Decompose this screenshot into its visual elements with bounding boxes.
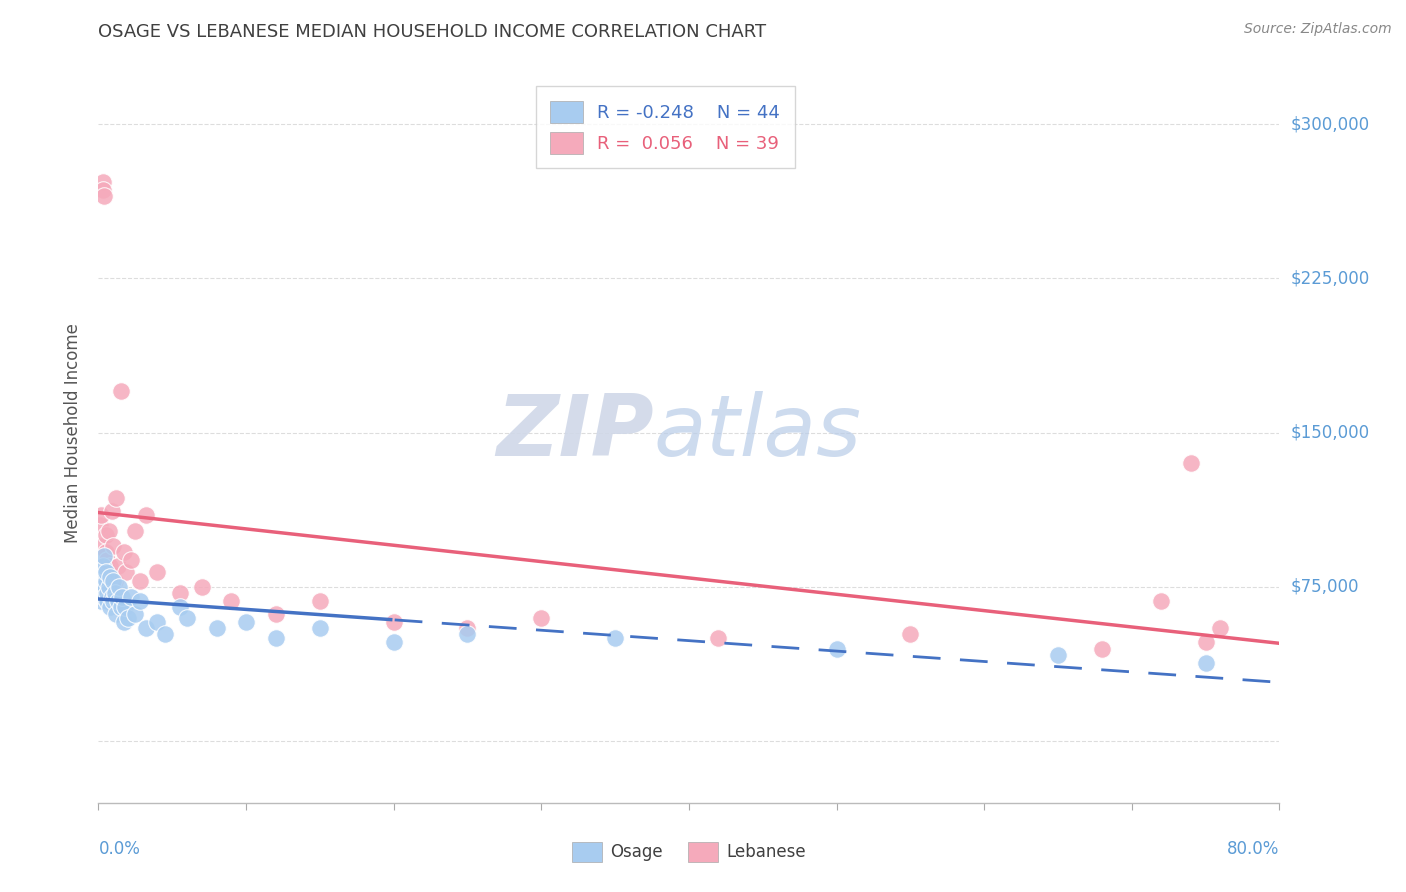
Point	[825, 641, 848, 656]
Point	[105, 491, 128, 506]
Point	[457, 621, 479, 635]
Point	[135, 508, 157, 522]
Point	[90, 569, 112, 583]
Point	[111, 590, 134, 604]
Point	[89, 586, 111, 600]
Point	[112, 615, 135, 629]
Point	[153, 627, 176, 641]
Point	[176, 611, 198, 625]
Point	[1209, 621, 1232, 635]
Point	[103, 539, 125, 553]
Point	[96, 594, 118, 608]
Legend: Osage, Lebanese: Osage, Lebanese	[565, 835, 813, 869]
Point	[98, 569, 121, 583]
Point	[97, 524, 120, 539]
Point	[264, 632, 287, 646]
Point	[96, 586, 118, 600]
Point	[94, 528, 117, 542]
Point	[124, 524, 146, 539]
Point	[93, 590, 115, 604]
Point	[98, 559, 121, 574]
Point	[93, 549, 115, 563]
Point	[1195, 635, 1218, 649]
Text: 80.0%: 80.0%	[1227, 840, 1279, 858]
Point	[900, 627, 922, 641]
Text: 0.0%: 0.0%	[98, 840, 141, 858]
Point	[107, 559, 129, 574]
Point	[110, 600, 132, 615]
Point	[103, 574, 125, 588]
Point	[98, 600, 121, 615]
Point	[146, 615, 169, 629]
Point	[110, 384, 132, 399]
Point	[530, 611, 553, 625]
Text: Source: ZipAtlas.com: Source: ZipAtlas.com	[1244, 22, 1392, 37]
Point	[90, 539, 112, 553]
Point	[309, 594, 332, 608]
Point	[96, 553, 118, 567]
Point	[1150, 594, 1173, 608]
Point	[128, 594, 150, 608]
Y-axis label: Median Household Income: Median Household Income	[65, 323, 83, 542]
Text: atlas: atlas	[654, 391, 862, 475]
Point	[382, 615, 405, 629]
Point	[205, 621, 228, 635]
Point	[91, 183, 114, 197]
Point	[128, 574, 150, 588]
Point	[107, 594, 129, 608]
Point	[91, 175, 114, 189]
Point	[120, 553, 142, 567]
Point	[1195, 656, 1218, 670]
Point	[114, 600, 136, 615]
Point	[605, 632, 627, 646]
Point	[1180, 457, 1202, 471]
Point	[135, 621, 157, 635]
Point	[91, 580, 114, 594]
Text: $75,000: $75,000	[1291, 578, 1360, 596]
Point	[104, 574, 127, 588]
Point	[309, 621, 332, 635]
Point	[103, 594, 125, 608]
Point	[124, 607, 146, 621]
Point	[90, 594, 112, 608]
Point	[221, 594, 243, 608]
Point	[89, 518, 111, 533]
Point	[707, 632, 730, 646]
Point	[100, 504, 122, 518]
Point	[169, 586, 191, 600]
Point	[104, 586, 127, 600]
Point	[97, 580, 120, 594]
Point	[1091, 641, 1114, 656]
Point	[94, 566, 117, 580]
Point	[112, 545, 135, 559]
Point	[146, 566, 169, 580]
Point	[117, 611, 139, 625]
Point	[94, 574, 117, 588]
Text: ZIP: ZIP	[496, 391, 654, 475]
Point	[169, 600, 191, 615]
Text: $150,000: $150,000	[1291, 424, 1369, 442]
Point	[235, 615, 257, 629]
Text: $300,000: $300,000	[1291, 115, 1369, 133]
Point	[115, 566, 138, 580]
Point	[191, 580, 214, 594]
Point	[382, 635, 405, 649]
Point	[120, 590, 142, 604]
Point	[100, 590, 122, 604]
Point	[457, 627, 479, 641]
Point	[1046, 648, 1070, 662]
Text: OSAGE VS LEBANESE MEDIAN HOUSEHOLD INCOME CORRELATION CHART: OSAGE VS LEBANESE MEDIAN HOUSEHOLD INCOM…	[98, 23, 766, 41]
Point	[91, 559, 114, 574]
Point	[264, 607, 287, 621]
Point	[94, 545, 117, 559]
Point	[108, 580, 131, 594]
Point	[93, 189, 115, 203]
Point	[105, 607, 128, 621]
Point	[90, 508, 112, 522]
Text: $225,000: $225,000	[1291, 269, 1369, 287]
